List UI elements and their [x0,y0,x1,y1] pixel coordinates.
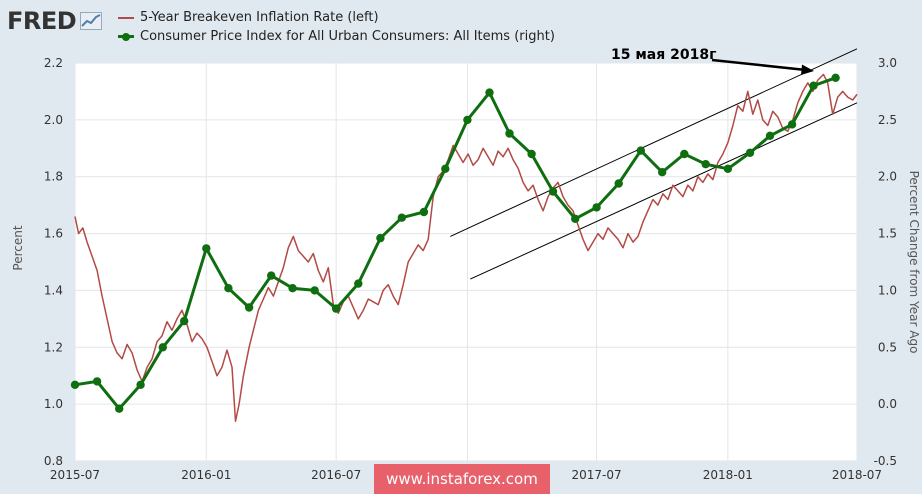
cpi-point [831,73,840,83]
legend-label: Consumer Price Index for All Urban Consu… [140,29,555,44]
right-tick-label: 1.0 [878,283,897,297]
left-tick-label: 1.2 [44,340,63,354]
right-tick-label: 0.0 [878,397,897,411]
cpi-point [115,404,124,413]
left-tick-label: 1.4 [44,283,63,297]
cpi-series [70,73,840,413]
breakeven-series [74,73,858,422]
x-tick-label: 2016-01 [181,468,231,482]
left-tick-label: 1.8 [44,170,63,184]
cpi-point [224,284,233,293]
left-tick-label: 1.0 [44,397,63,411]
left-tick-label: 2.2 [44,56,63,70]
cpi-point [441,164,450,173]
cpi-point [244,303,254,312]
right-tick-label: 1.5 [878,227,897,241]
left-axis-label: Percent [11,225,25,270]
right-tick-label: 2.0 [878,170,897,184]
cpi-point [92,377,102,386]
cpi-point [787,120,797,129]
cpi-point [354,279,363,288]
cpi-point [288,284,297,293]
cpi-point [614,179,623,188]
x-tick-label: 2018-01 [703,468,753,482]
cpi-point [592,203,601,212]
cpi-point [331,304,341,313]
cpi-point [636,146,645,155]
cpi-point [267,271,276,280]
cpi-point [809,81,818,90]
fred-logo: FRED [7,6,103,36]
arrow-head [801,64,814,75]
right-tick-label: -0.5 [874,454,897,468]
left-axis-ticks: 0.8 1.0 1.2 1.4 1.6 1.8 2.0 2.2 [44,56,63,468]
x-tick-label: 2015-07 [50,468,100,482]
cpi-point [680,149,689,159]
cpi-point [158,343,167,352]
cpi-point [527,149,536,159]
legend-swatch [118,16,134,19]
annotation: 15 мая 2018г [611,47,814,75]
fred-logo-text: FRED [7,7,77,35]
watermark-banner[interactable]: www.instaforex.com [374,464,550,494]
cpi-point [485,88,494,97]
legend-item-breakeven: 5-Year Breakeven Inflation Rate (left) [118,8,555,27]
cpi-point [505,129,514,138]
left-tick-label: 2.0 [44,113,63,127]
x-tick-label: 2016-07 [311,468,361,482]
cpi-point [310,286,319,295]
right-tick-label: 3.0 [878,56,897,70]
right-tick-label: 2.5 [878,113,897,127]
channel-line [470,102,858,280]
right-axis-label: Percent Change from Year Ago [907,171,921,354]
legend-swatch [118,32,134,41]
cpi-point [723,164,733,173]
cpi-point [658,168,667,177]
cpi-point [765,131,775,140]
legend: 5-Year Breakeven Inflation Rate (left) C… [118,8,555,46]
cpi-point [376,233,385,243]
annotation-arrow [711,58,807,72]
cpi-point [463,115,472,125]
left-tick-label: 1.6 [44,227,63,241]
cpi-point [745,148,755,157]
x-tick-label: 2017-07 [572,468,622,482]
cpi-point [548,187,558,196]
x-tick-label: 2018-07 [832,468,882,482]
cpi-point [397,213,406,222]
cpi-point [136,380,145,389]
right-axis-ticks: -0.5 0.0 0.5 1.0 1.5 2.0 2.5 3.0 [874,56,897,468]
trend-channel [450,48,858,280]
left-tick-label: 0.8 [44,454,63,468]
cpi-point [202,244,211,253]
cpi-point [701,160,710,169]
plot-area [75,63,857,461]
legend-label: 5-Year Breakeven Inflation Rate (left) [140,10,379,25]
chart-line-icon [80,12,103,30]
cpi-point [571,214,580,223]
right-tick-label: 0.5 [878,340,897,354]
legend-item-cpi: Consumer Price Index for All Urban Consu… [118,27,555,46]
annotation-text: 15 мая 2018г [611,47,716,63]
channel-line [450,48,858,237]
breakeven-line [74,73,858,422]
cpi-point [419,207,429,217]
cpi-point [70,380,80,389]
cpi-point [180,316,189,326]
